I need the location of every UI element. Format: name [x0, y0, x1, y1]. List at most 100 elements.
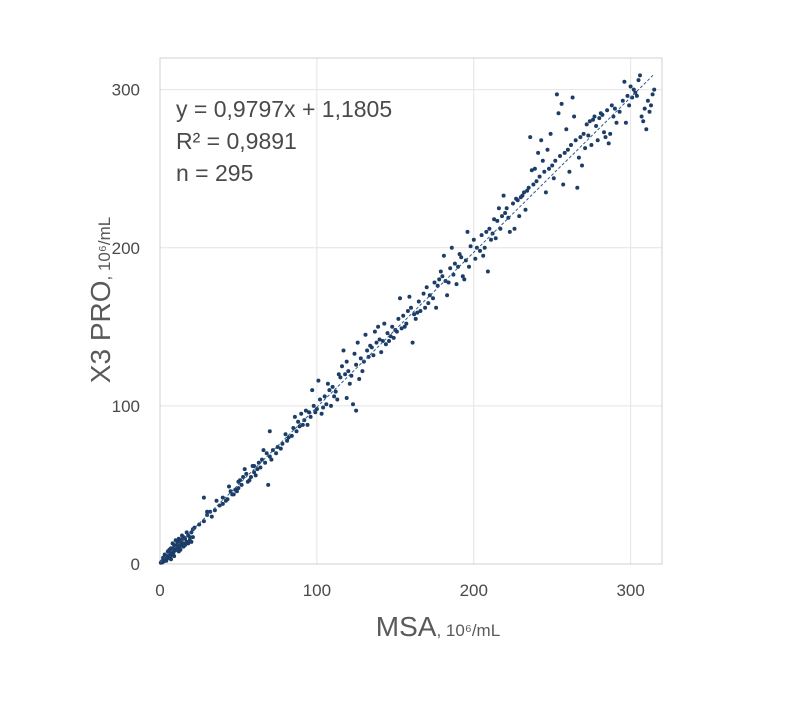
data-point	[468, 244, 473, 249]
data-point	[424, 285, 429, 290]
data-point	[307, 410, 311, 415]
data-point	[540, 158, 545, 163]
data-point	[352, 351, 357, 356]
data-point	[570, 95, 575, 100]
y-axis-label: X3 PRO, 10⁶/mL	[85, 217, 116, 383]
data-point	[338, 375, 343, 380]
data-point	[539, 138, 544, 143]
data-point	[260, 457, 264, 462]
data-point	[322, 394, 327, 399]
data-point	[355, 340, 360, 345]
data-point	[415, 310, 420, 315]
data-point	[346, 369, 351, 374]
data-point	[581, 131, 586, 136]
x-axis-label-unit: , 10⁶/mL	[436, 621, 500, 640]
data-point	[614, 120, 619, 125]
data-point	[214, 498, 219, 503]
data-point	[253, 473, 258, 478]
data-point	[329, 403, 333, 408]
data-point	[623, 120, 628, 125]
data-point	[641, 119, 646, 124]
data-point	[597, 116, 602, 121]
data-point	[558, 154, 562, 158]
data-point	[485, 269, 490, 274]
data-point	[333, 389, 338, 394]
data-point	[380, 339, 385, 343]
data-point	[286, 435, 291, 440]
data-point	[592, 114, 597, 119]
data-point	[460, 274, 465, 279]
data-point	[398, 296, 402, 301]
x-tick-label-300: 300	[616, 581, 644, 600]
data-point	[448, 266, 453, 271]
data-point	[473, 256, 478, 261]
data-point	[347, 381, 352, 386]
data-point	[434, 305, 439, 310]
data-point	[586, 133, 591, 138]
data-point	[318, 397, 322, 402]
data-point	[169, 557, 173, 562]
annotation-r-squared: R² = 0,9891	[176, 128, 297, 154]
x-tick-label-100: 100	[303, 581, 331, 600]
data-point	[459, 255, 464, 260]
data-point	[382, 321, 387, 326]
data-point	[471, 237, 476, 242]
data-point	[308, 414, 313, 419]
data-point	[314, 407, 319, 411]
data-point	[360, 369, 365, 374]
data-point	[608, 131, 613, 136]
data-points	[158, 73, 657, 565]
data-point	[354, 408, 359, 413]
data-point	[299, 411, 304, 416]
data-point	[583, 146, 588, 151]
data-point	[201, 495, 206, 500]
data-point	[418, 309, 423, 313]
data-point	[258, 465, 263, 470]
data-point	[529, 168, 534, 173]
data-point	[372, 329, 377, 334]
data-point	[642, 106, 647, 111]
data-point	[377, 337, 382, 342]
data-point	[230, 492, 235, 497]
data-point	[525, 188, 530, 193]
data-point	[412, 312, 417, 317]
data-point	[636, 78, 641, 83]
data-point	[234, 489, 239, 494]
data-point	[572, 114, 577, 119]
data-point	[296, 419, 301, 424]
data-point	[383, 342, 388, 347]
data-point	[241, 475, 246, 479]
data-point	[164, 558, 169, 563]
data-point	[189, 530, 194, 535]
data-point	[526, 185, 531, 190]
data-point	[366, 354, 371, 359]
data-point	[303, 408, 308, 413]
data-point	[244, 471, 249, 476]
data-point	[291, 426, 296, 430]
data-point	[376, 324, 381, 329]
data-point	[385, 331, 390, 336]
data-point	[591, 117, 595, 122]
data-point	[354, 362, 359, 367]
data-point	[344, 396, 349, 400]
data-point	[595, 138, 600, 143]
data-point	[598, 111, 603, 116]
data-point	[531, 182, 536, 187]
data-point	[523, 207, 528, 212]
data-point	[545, 147, 550, 152]
data-point	[556, 111, 561, 116]
data-point	[481, 253, 486, 258]
data-point	[325, 381, 330, 386]
data-point	[292, 414, 297, 419]
data-point	[484, 229, 489, 234]
data-point	[594, 124, 599, 128]
data-point	[496, 206, 501, 211]
data-point	[201, 519, 206, 524]
data-point	[627, 103, 632, 108]
data-point	[467, 264, 471, 269]
data-point	[561, 182, 566, 187]
data-point	[638, 73, 642, 78]
data-point	[187, 535, 192, 540]
data-point	[589, 143, 594, 147]
data-point	[371, 353, 376, 358]
